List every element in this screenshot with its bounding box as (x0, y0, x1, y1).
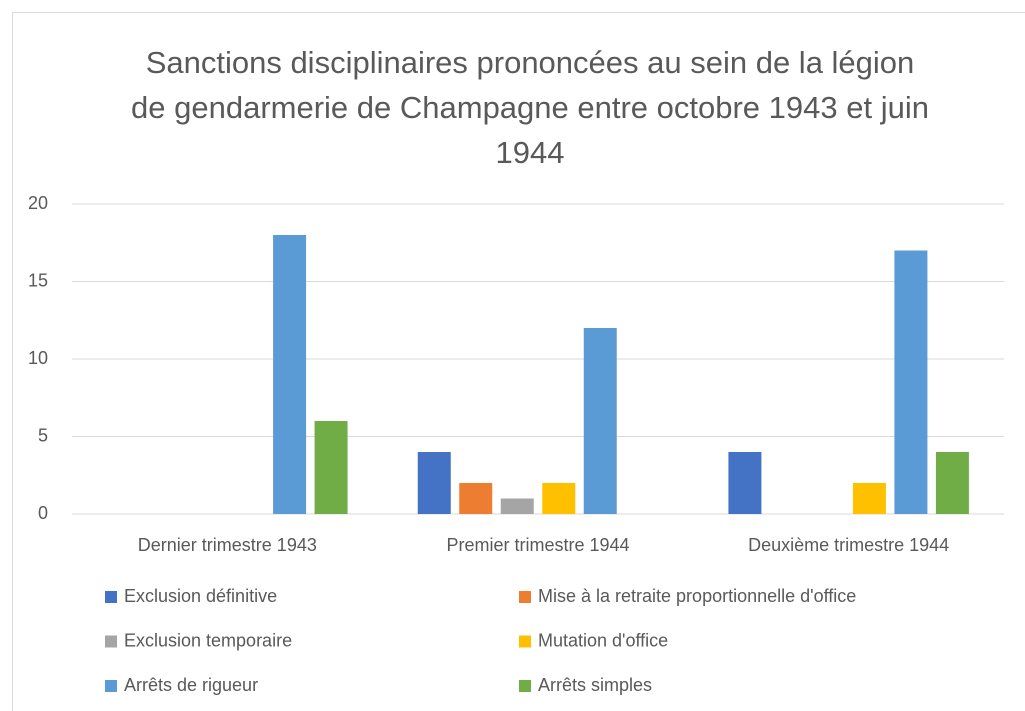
bar (314, 421, 348, 514)
bar (273, 235, 307, 514)
x-tick-label: Dernier trimestre 1943 (138, 535, 317, 555)
legend-label: Mutation d'office (538, 630, 668, 650)
y-tick-label: 20 (28, 193, 48, 213)
legend-label: Exclusion temporaire (124, 630, 292, 650)
bar (500, 498, 534, 514)
chart-title: Sanctions disciplinaires prononcées au s… (131, 45, 929, 170)
y-tick-label: 0 (38, 503, 48, 523)
bar (417, 452, 451, 514)
legend-swatch (105, 635, 117, 648)
y-tick-label: 5 (38, 425, 48, 445)
chart-border (12, 12, 1025, 711)
legend-swatch (105, 680, 117, 692)
x-tick-label: Deuxième trimestre 1944 (748, 535, 949, 555)
bar (894, 250, 928, 514)
bar (728, 452, 762, 514)
legend-label: Arrêts simples (538, 675, 652, 695)
legend-label: Exclusion définitive (124, 586, 277, 606)
legend-swatch (519, 591, 531, 603)
bar (583, 328, 617, 514)
bar (542, 483, 576, 514)
bar (459, 483, 493, 514)
y-tick-label: 10 (28, 348, 48, 368)
legend-label: Arrêts de rigueur (124, 675, 258, 695)
y-tick-label: 15 (28, 270, 48, 290)
legend-label: Mise à la retraite proportionnelle d'off… (538, 586, 856, 606)
bar (935, 452, 969, 514)
x-tick-label: Premier trimestre 1944 (446, 535, 629, 555)
legend-swatch (519, 680, 531, 692)
legend-swatch (105, 591, 117, 603)
bar (852, 483, 886, 514)
legend-swatch (519, 635, 531, 648)
